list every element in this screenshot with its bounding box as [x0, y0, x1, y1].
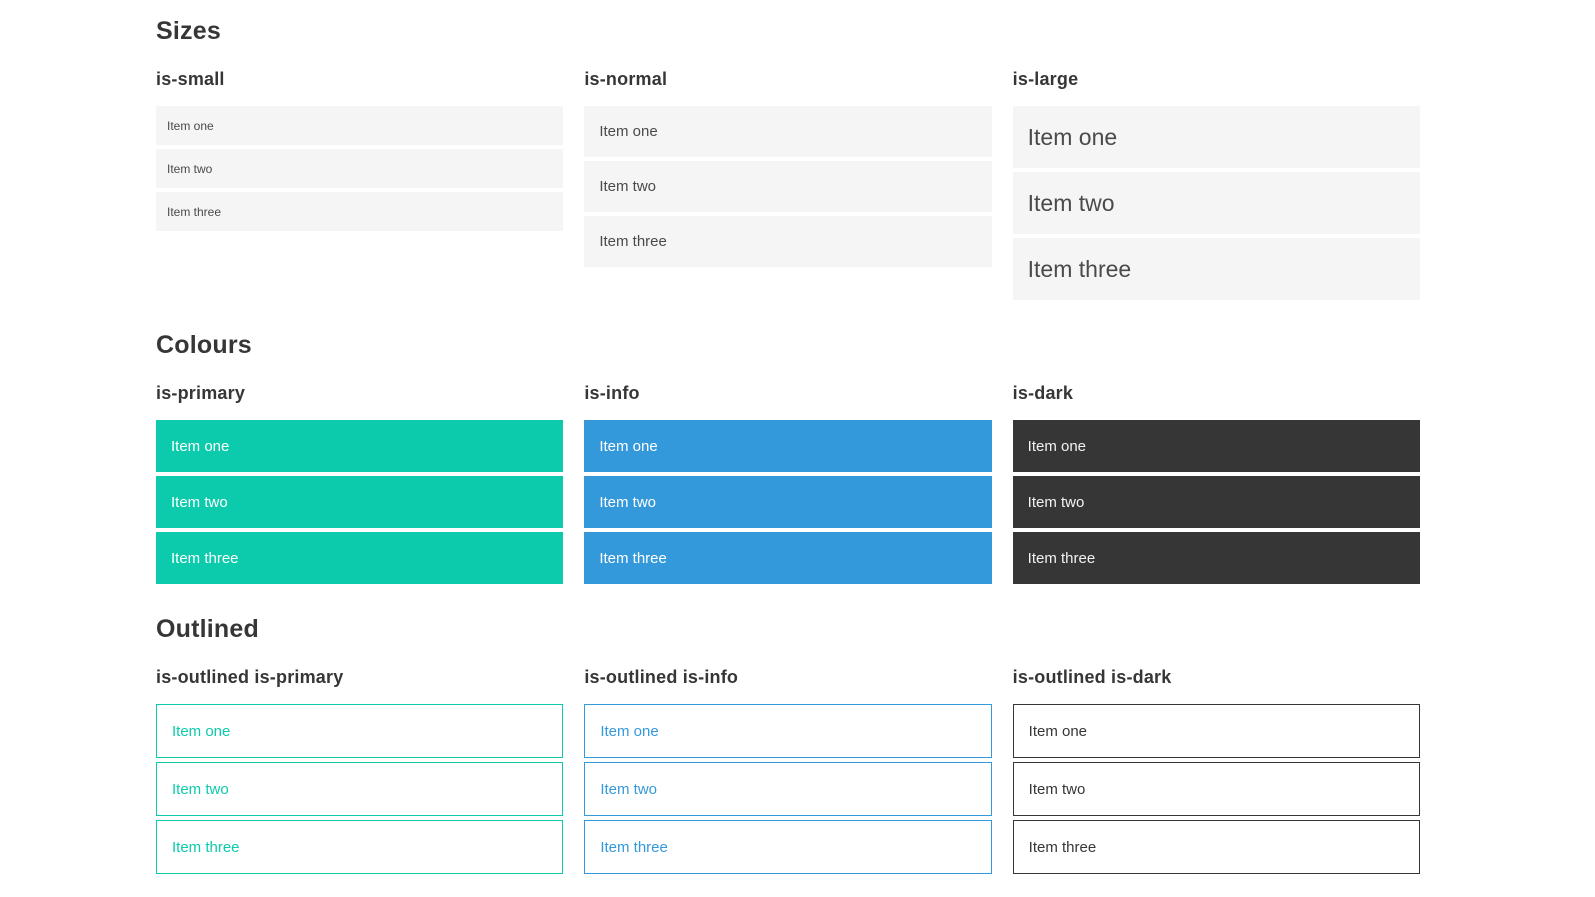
list-item[interactable]: Item one: [1012, 106, 1420, 168]
list-item[interactable]: Item three: [1012, 820, 1420, 874]
colours-row: is-primary Item one Item two Item three …: [156, 360, 1420, 584]
sizes-row: is-small Item one Item two Item three is…: [156, 46, 1420, 300]
list-item[interactable]: Item one: [156, 704, 564, 758]
list-item[interactable]: Item three: [584, 532, 992, 584]
list-item[interactable]: Item two: [584, 161, 992, 212]
list-item[interactable]: Item three: [1012, 238, 1420, 300]
outlined-row: is-outlined is-primary Item one Item two…: [156, 644, 1420, 874]
list-primary: Item one Item two Item three: [156, 420, 564, 584]
group-label-is-info: is-info: [584, 383, 640, 403]
list-item[interactable]: Item two: [1012, 172, 1420, 234]
group-label-is-primary: is-primary: [156, 383, 246, 403]
list-item[interactable]: Item two: [584, 762, 992, 816]
list-item[interactable]: Item one: [584, 420, 992, 472]
group-is-large: is-large Item one Item two Item three: [1012, 46, 1420, 300]
list-small: Item one Item two Item three: [156, 106, 564, 231]
group-label-is-outlined-is-dark: is-outlined is-dark: [1012, 667, 1172, 687]
section-outlined: Outlined is-outlined is-primary Item one…: [156, 614, 1420, 874]
list-item[interactable]: Item two: [1012, 762, 1420, 816]
section-title-colours: Colours: [156, 331, 252, 359]
list-item[interactable]: Item three: [156, 820, 564, 874]
group-is-outlined-is-primary: is-outlined is-primary Item one Item two…: [156, 644, 564, 874]
list-outlined-dark: Item one Item two Item three: [1012, 704, 1420, 874]
group-is-outlined-is-dark: is-outlined is-dark Item one Item two It…: [1012, 644, 1420, 874]
component-demo-page: Sizes is-small Item one Item two Item th…: [156, 16, 1420, 874]
group-label-is-normal: is-normal: [584, 69, 668, 89]
list-item[interactable]: Item one: [156, 420, 564, 472]
list-outlined-info: Item one Item two Item three: [584, 704, 992, 874]
list-dark: Item one Item two Item three: [1012, 420, 1420, 584]
section-sizes: Sizes is-small Item one Item two Item th…: [156, 16, 1420, 300]
list-item[interactable]: Item two: [156, 762, 564, 816]
group-is-outlined-is-info: is-outlined is-info Item one Item two It…: [584, 644, 992, 874]
section-title-sizes: Sizes: [156, 17, 221, 45]
list-item[interactable]: Item two: [156, 476, 564, 528]
list-item[interactable]: Item three: [584, 216, 992, 267]
list-item[interactable]: Item three: [1012, 532, 1420, 584]
group-label-is-outlined-is-info: is-outlined is-info: [584, 667, 739, 687]
group-label-is-dark: is-dark: [1012, 383, 1074, 403]
list-large: Item one Item two Item three: [1012, 106, 1420, 300]
list-normal: Item one Item two Item three: [584, 106, 992, 267]
section-colours: Colours is-primary Item one Item two Ite…: [156, 330, 1420, 584]
group-label-is-large: is-large: [1012, 69, 1079, 89]
group-is-dark: is-dark Item one Item two Item three: [1012, 360, 1420, 584]
group-is-normal: is-normal Item one Item two Item three: [584, 46, 992, 267]
list-item[interactable]: Item two: [584, 476, 992, 528]
list-item[interactable]: Item one: [584, 106, 992, 157]
list-item[interactable]: Item one: [1012, 704, 1420, 758]
list-info: Item one Item two Item three: [584, 420, 992, 584]
list-item[interactable]: Item two: [1012, 476, 1420, 528]
list-item[interactable]: Item one: [156, 106, 564, 145]
group-is-info: is-info Item one Item two Item three: [584, 360, 992, 584]
section-title-outlined: Outlined: [156, 615, 259, 643]
list-item[interactable]: Item three: [156, 192, 564, 231]
list-item[interactable]: Item three: [156, 532, 564, 584]
group-label-is-outlined-is-primary: is-outlined is-primary: [156, 667, 344, 687]
group-is-primary: is-primary Item one Item two Item three: [156, 360, 564, 584]
group-label-is-small: is-small: [156, 69, 225, 89]
list-item[interactable]: Item one: [1012, 420, 1420, 472]
list-item[interactable]: Item one: [584, 704, 992, 758]
list-item[interactable]: Item three: [584, 820, 992, 874]
group-is-small: is-small Item one Item two Item three: [156, 46, 564, 231]
list-item[interactable]: Item two: [156, 149, 564, 188]
list-outlined-primary: Item one Item two Item three: [156, 704, 564, 874]
